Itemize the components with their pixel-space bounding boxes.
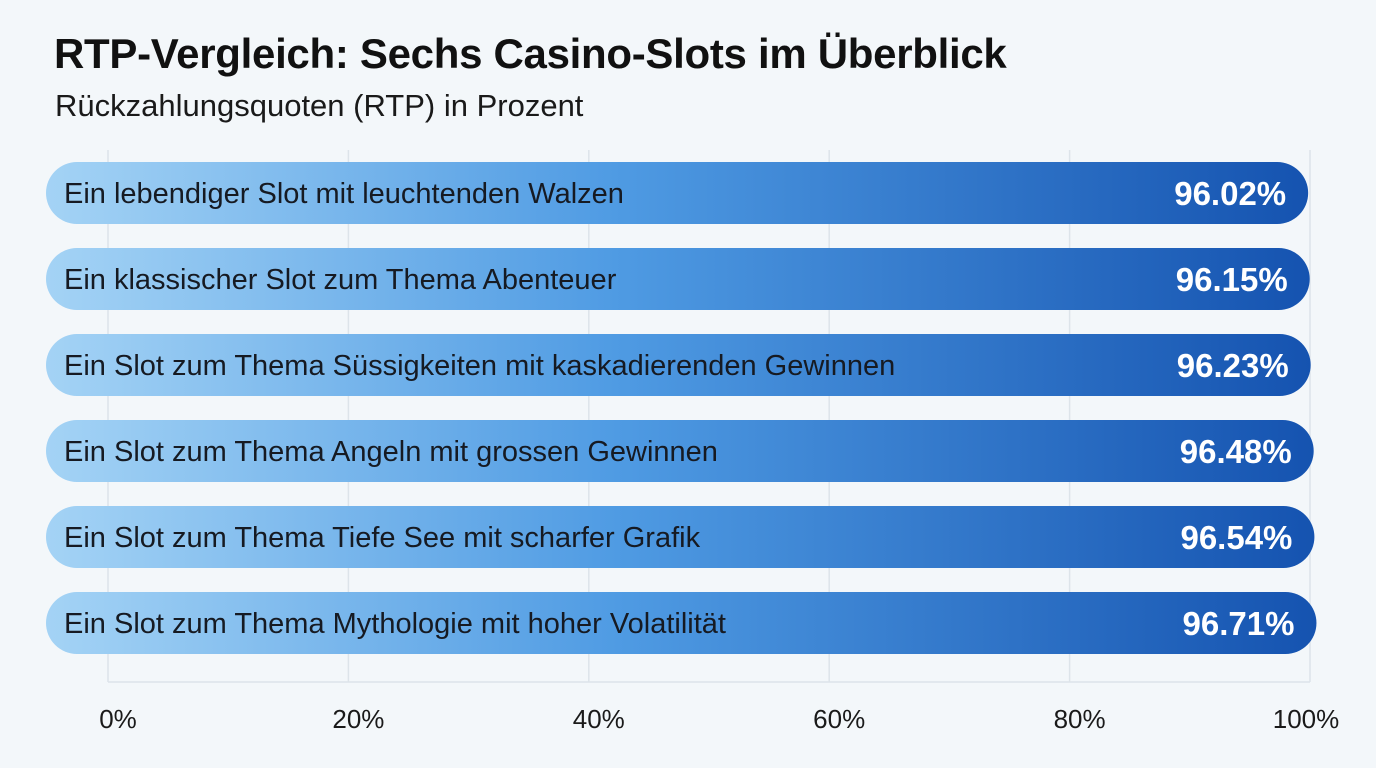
bar	[46, 592, 1317, 654]
bar	[46, 420, 1314, 482]
x-tick-label: 60%	[813, 704, 865, 734]
chart-title: RTP-Vergleich: Sechs Casino-Slots im Übe…	[54, 30, 1007, 77]
bar-category-label: Ein klassischer Slot zum Thema Abenteuer	[64, 264, 617, 296]
bar-group: Ein Slot zum Thema Mythologie mit hoher …	[46, 592, 1317, 654]
bar	[46, 334, 1311, 396]
bar	[46, 162, 1309, 224]
x-axis-ticks: 0% 20% 40% 60% 80% 100%	[99, 704, 1339, 734]
bars: Ein lebendiger Slot mit leuchtenden Walz…	[46, 162, 1317, 654]
x-tick-label: 40%	[573, 704, 625, 734]
bar-category-label: Ein Slot zum Thema Süssigkeiten mit kask…	[64, 350, 895, 382]
x-tick-label: 100%	[1273, 704, 1340, 734]
x-tick-label: 20%	[332, 704, 384, 734]
bar-value-label: 96.23%	[1177, 347, 1289, 384]
bar-group: Ein lebendiger Slot mit leuchtenden Walz…	[46, 162, 1309, 224]
bar-category-label: Ein Slot zum Thema Mythologie mit hoher …	[64, 608, 726, 640]
bar-value-label: 96.02%	[1174, 175, 1286, 212]
bar-value-label: 96.15%	[1176, 261, 1288, 298]
bar-group: Ein klassischer Slot zum Thema Abenteuer…	[46, 248, 1310, 310]
bar-value-label: 96.71%	[1183, 605, 1295, 642]
x-tick-label: 80%	[1054, 704, 1106, 734]
bar	[46, 248, 1310, 310]
bar-category-label: Ein Slot zum Thema Angeln mit grossen Ge…	[64, 436, 718, 468]
x-tick-label: 0%	[99, 704, 137, 734]
bar-category-label: Ein Slot zum Thema Tiefe See mit scharfe…	[64, 522, 701, 554]
bar-group: Ein Slot zum Thema Süssigkeiten mit kask…	[46, 334, 1311, 396]
bar-value-label: 96.48%	[1180, 433, 1292, 470]
chart-subtitle: Rückzahlungsquoten (RTP) in Prozent	[55, 88, 584, 123]
bar-value-label: 96.54%	[1180, 519, 1292, 556]
bar	[46, 506, 1315, 568]
bar-category-label: Ein lebendiger Slot mit leuchtenden Walz…	[64, 178, 624, 210]
bar-group: Ein Slot zum Thema Angeln mit grossen Ge…	[46, 420, 1314, 482]
bar-group: Ein Slot zum Thema Tiefe See mit scharfe…	[46, 506, 1315, 568]
